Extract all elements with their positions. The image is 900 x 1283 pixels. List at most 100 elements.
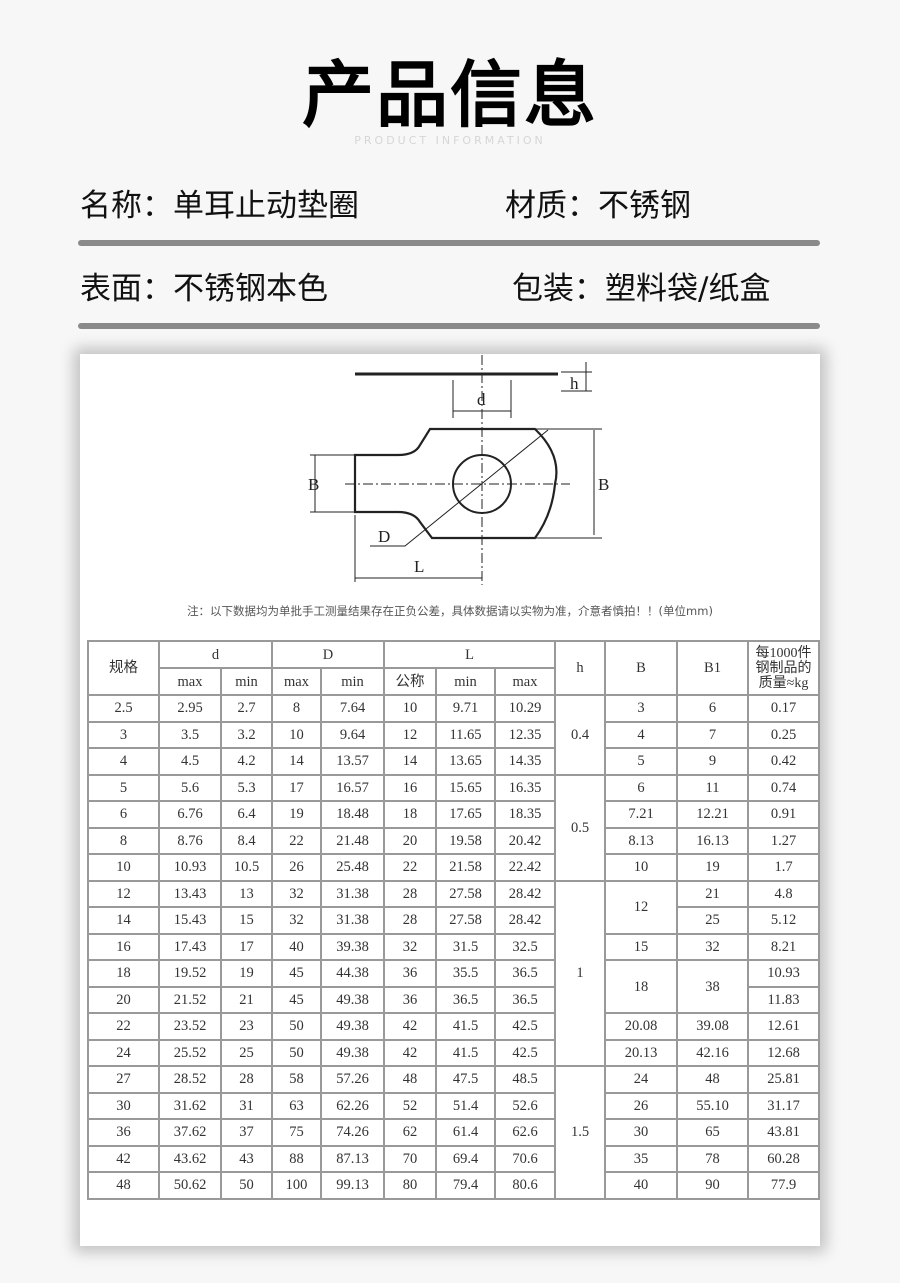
cell-spec: 27 [87,1065,160,1094]
header-B: B [604,640,678,696]
table-row: 36 37.62 37 75 74.26 62 61.4 62.6 30 65 43.81 [87,1118,820,1147]
cell-d-max: 13.43 [158,879,222,908]
cell-B1: 12.21 [676,800,749,829]
cell-D-max: 32 [271,879,322,908]
cell-d-max: 37.62 [158,1118,222,1147]
cell-D-max: 40 [271,932,322,961]
cell-d-min: 6.4 [220,800,273,829]
cell-d-min: 3.2 [220,720,273,749]
cell-B1: 9 [676,747,749,776]
cell-L-nominal: 62 [383,1118,437,1147]
cell-D-max: 32 [271,906,322,935]
cell-d-min: 23 [220,1012,273,1041]
cell-B1: 6 [676,694,749,723]
cell-B1: 38 [676,959,749,1014]
cell-B1: 55.10 [676,1091,749,1120]
cell-D-max: 75 [271,1118,322,1147]
table-row: 22 23.52 23 50 49.38 42 41.5 42.5 20.08 39.08 12.6… [87,1012,820,1041]
cell-L-max: 18.35 [494,800,556,829]
cell-L-min: 41.5 [435,1012,496,1041]
cell-spec: 48 [87,1171,160,1200]
cell-L-nominal: 52 [383,1091,437,1120]
header-D: D [271,640,385,669]
cell-L-min: 21.58 [435,853,496,882]
cell-B1: 42.16 [676,1038,749,1067]
cell-L-min: 61.4 [435,1118,496,1147]
cell-D-min: 57.26 [320,1065,385,1094]
cell-L-min: 27.58 [435,906,496,935]
cell-B1: 16.13 [676,826,749,855]
spec-table: 规格 d D L h B B1 每1000件钢制品的质量≈kg max min … [87,640,820,1200]
cell-spec: 30 [87,1091,160,1120]
cell-L-max: 42.5 [494,1012,556,1041]
cell-d-max: 21.52 [158,985,222,1014]
cell-B1: 39.08 [676,1012,749,1041]
cell-d-max: 31.62 [158,1091,222,1120]
cell-spec: 42 [87,1144,160,1173]
cell-d-min: 43 [220,1144,273,1173]
cell-spec: 6 [87,800,160,829]
cell-L-min: 11.65 [435,720,496,749]
header-d-max: max [158,667,222,696]
header-d: d [158,640,273,669]
cell-D-max: 26 [271,853,322,882]
table-row: 20 21.52 21 45 49.38 36 36.5 36.5 11.83 [87,985,820,1014]
cell-B: 18 [604,959,678,1014]
cell-d-max: 19.52 [158,959,222,988]
table-row: 16 17.43 17 40 39.38 32 31.5 32.5 15 32 8.21 [87,932,820,961]
cell-L-nominal: 36 [383,985,437,1014]
cell-L-min: 31.5 [435,932,496,961]
cell-D-max: 58 [271,1065,322,1094]
cell-weight: 0.42 [747,747,820,776]
cell-d-max: 15.43 [158,906,222,935]
cell-B: 30 [604,1118,678,1147]
cell-d-min: 15 [220,906,273,935]
cell-L-max: 80.6 [494,1171,556,1200]
cell-d-max: 17.43 [158,932,222,961]
cell-D-min: 49.38 [320,1012,385,1041]
cell-d-min: 21 [220,985,273,1014]
cell-h: 1.5 [554,1065,606,1200]
measurement-note: 注：以下数据均为单批手工测量结果存在正负公差，具体数据请以实物为准，介意者慎拍！… [187,604,713,618]
cell-d-min: 4.2 [220,747,273,776]
cell-B1: 11 [676,773,749,802]
cell-D-min: 18.48 [320,800,385,829]
cell-B1: 32 [676,932,749,961]
header-B1: B1 [676,640,749,696]
spec-card: h d B1 B L D 注：以下数据均为单批手工测量结果存在正负公差，具体数据… [80,354,820,1246]
cell-L-min: 41.5 [435,1038,496,1067]
cell-d-min: 10.5 [220,853,273,882]
cell-B: 20.08 [604,1012,678,1041]
table-row: 2.5 2.95 2.7 8 7.64 10 9.71 10.29 0.4 3 6 0.17 [87,694,820,776]
cell-spec: 12 [87,879,160,908]
cell-D-max: 45 [271,959,322,988]
cell-B: 40 [604,1171,678,1200]
cell-L-nominal: 18 [383,800,437,829]
header-D-min: min [320,667,385,696]
header-L-min: min [435,667,496,696]
cell-L-nominal: 42 [383,1038,437,1067]
cell-d-max: 6.76 [158,800,222,829]
cell-L-min: 69.4 [435,1144,496,1173]
cell-spec: 10 [87,853,160,882]
cell-d-max: 43.62 [158,1144,222,1173]
cell-L-nominal: 42 [383,1012,437,1041]
cell-D-max: 50 [271,1038,322,1067]
cell-B: 5 [604,747,678,776]
table-row: 18 19.52 19 45 44.38 36 35.5 36.5 18 38 10.93 [87,959,820,1014]
cell-D-max: 45 [271,985,322,1014]
cell-D-min: 49.38 [320,985,385,1014]
product-material: 材质：不锈钢 [505,188,691,224]
cell-weight: 12.68 [747,1038,820,1067]
washer-diagram: h d B1 B L D [308,355,610,585]
cell-spec: 22 [87,1012,160,1041]
cell-d-max: 23.52 [158,1012,222,1041]
cell-L-min: 47.5 [435,1065,496,1094]
cell-L-nominal: 12 [383,720,437,749]
table-row: 10 10.93 10.5 26 25.48 22 21.58 22.42 10 19 1.7 [87,853,820,882]
cell-D-min: 74.26 [320,1118,385,1147]
cell-L-min: 17.65 [435,800,496,829]
cell-d-min: 5.3 [220,773,273,802]
label-l: L [414,557,424,576]
cell-d-min: 8.4 [220,826,273,855]
